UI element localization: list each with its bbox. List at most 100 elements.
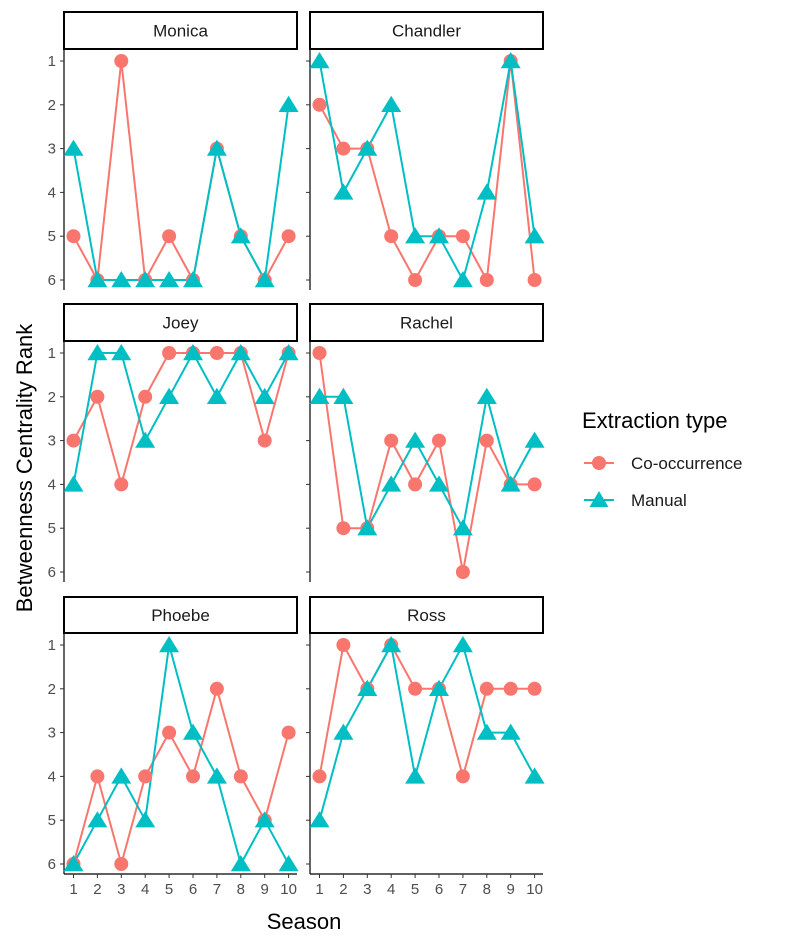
facet-title: Monica	[153, 22, 208, 41]
data-point-manual	[206, 139, 227, 156]
data-point-manual	[183, 271, 203, 288]
series-line-co-occurrence	[318, 60, 536, 281]
data-point-manual	[500, 475, 521, 492]
y-tick-label: 1	[48, 637, 56, 654]
data-point-manual	[524, 227, 545, 244]
data-point-co-occurrence	[209, 346, 224, 360]
data-point-manual	[429, 679, 449, 696]
series-line-manual	[318, 644, 536, 821]
legend-item-co-occurrence: Co-occurrence	[584, 454, 743, 473]
data-point-co-occurrence	[281, 229, 296, 244]
y-tick-label: 4	[48, 184, 56, 201]
panel-ross: Ross	[306, 596, 545, 874]
data-point-manual	[357, 519, 378, 536]
facet-title: Rachel	[400, 314, 453, 333]
panel-phoebe: Phoebe 1 2 3 4 5 6	[48, 596, 299, 874]
data-point-manual	[159, 387, 180, 404]
data-point-manual	[135, 431, 156, 448]
y-tick-label: 3	[48, 433, 56, 450]
data-point-co-occurrence	[336, 521, 351, 536]
series-line-co-occurrence	[72, 687, 290, 865]
data-point-manual	[333, 723, 354, 740]
data-point-manual	[524, 431, 545, 448]
data-point-manual	[159, 271, 180, 288]
data-point-manual	[278, 95, 299, 112]
panel-rachel: Rachel	[306, 303, 545, 582]
series-line-manual	[319, 395, 536, 530]
data-point-manual	[429, 475, 449, 492]
data-point-co-occurrence	[312, 97, 327, 112]
x-tick-label: 7	[459, 881, 467, 898]
y-tick-label: 6	[48, 856, 56, 873]
series-line-manual	[318, 60, 536, 281]
data-point-co-occurrence	[312, 769, 327, 784]
data-point-manual	[309, 811, 330, 828]
y-tick-label: 6	[48, 272, 56, 289]
data-point-co-occurrence	[66, 229, 81, 244]
data-point-co-occurrence	[209, 681, 224, 696]
x-tick-label: 1	[315, 881, 323, 898]
data-point-co-occurrence	[455, 229, 470, 244]
data-point-manual	[63, 475, 84, 492]
data-point-manual	[452, 271, 473, 288]
data-point-manual	[254, 387, 275, 404]
data-point-co-occurrence	[138, 769, 153, 784]
data-point-manual	[135, 811, 156, 828]
data-point-co-occurrence	[186, 769, 200, 784]
x-tick-label: 2	[339, 881, 347, 898]
data-point-manual	[476, 387, 497, 404]
data-point-manual	[230, 227, 251, 244]
data-point-co-occurrence	[527, 681, 542, 696]
x-tick-label: 7	[213, 881, 221, 898]
x-tick-label: 6	[435, 881, 443, 898]
y-tick-label: 2	[48, 681, 56, 698]
legend: Extraction type Co-occurrence Manual	[582, 408, 743, 510]
data-point-manual	[230, 855, 251, 872]
data-point-co-occurrence	[384, 433, 399, 448]
data-point-manual	[524, 767, 545, 784]
facet-panels: Monica 1 2 3 4 5 6 Chandler Joey 1 2 3 4 5 6 Rachel Phoe…	[48, 11, 545, 874]
data-point-co-occurrence	[90, 389, 105, 404]
series-line-co-occurrence	[72, 352, 290, 486]
data-point-manual	[381, 636, 402, 653]
data-point-manual	[405, 431, 426, 448]
y-tick-label: 1	[48, 53, 56, 70]
data-point-manual	[452, 636, 473, 653]
data-point-manual	[230, 344, 251, 361]
data-point-manual	[63, 139, 84, 156]
panel-joey: Joey 1 2 3 4 5 6	[48, 303, 299, 582]
data-point-co-occurrence	[479, 273, 494, 287]
series-line-manual	[72, 644, 290, 865]
legend-label-manual: Manual	[631, 491, 687, 510]
data-point-manual	[183, 723, 203, 740]
series-line-manual	[72, 104, 290, 281]
y-tick-label: 5	[48, 228, 56, 245]
x-tick-label: 5	[165, 881, 173, 898]
data-point-co-occurrence	[162, 229, 177, 244]
series-line-manual	[72, 352, 290, 485]
data-point-manual	[333, 183, 354, 200]
data-point-manual	[87, 811, 108, 828]
data-point-manual	[63, 855, 84, 872]
data-point-manual	[206, 767, 227, 784]
data-point-manual	[254, 271, 275, 288]
data-point-manual	[452, 519, 473, 536]
x-axis-title: Season	[267, 909, 342, 934]
data-point-manual	[381, 95, 402, 112]
facet-strip	[309, 596, 544, 634]
facet-strip	[309, 11, 544, 50]
x-tick-label: 4	[141, 881, 149, 898]
data-point-co-occurrence	[281, 725, 296, 740]
x-tick-label: 10	[280, 881, 297, 898]
facet-title: Chandler	[392, 22, 461, 41]
y-tick-label: 3	[48, 141, 56, 158]
data-point-manual	[357, 679, 378, 696]
y-tick-label: 5	[48, 520, 56, 537]
data-point-co-occurrence	[408, 477, 423, 492]
x-tick-label: 2	[93, 881, 101, 898]
data-point-co-occurrence	[114, 857, 129, 871]
facet-strip	[63, 303, 298, 342]
x-axis-col-1: 1 2 3 4 5 6 7 8 9 10	[64, 873, 297, 898]
data-point-manual	[278, 855, 299, 872]
data-point-co-occurrence	[312, 346, 327, 360]
